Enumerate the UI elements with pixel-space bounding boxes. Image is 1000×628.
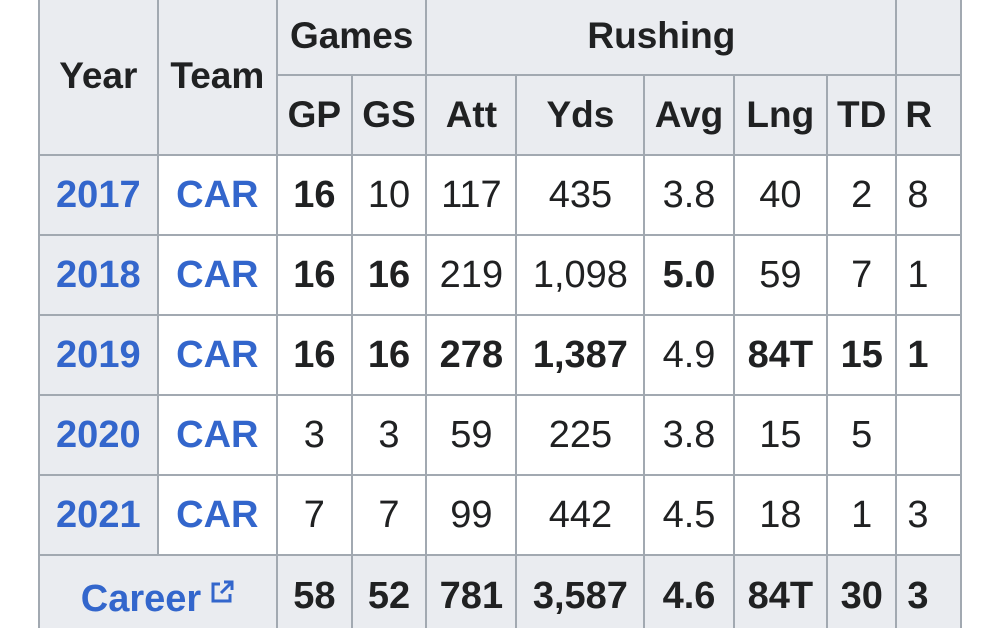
- cell-gp: 3: [276, 394, 353, 476]
- team-link[interactable]: CAR: [176, 253, 259, 296]
- cell-td: 5: [825, 394, 898, 476]
- career-avg: 4.6: [643, 554, 735, 628]
- career-cell: Career: [37, 554, 279, 628]
- career-att: 781: [425, 554, 518, 628]
- group-header-partial: [895, 0, 962, 76]
- cell-avg: 5.0: [643, 234, 735, 316]
- table-row: 2021 CAR 7 7 99 442 4.5 18 1 3: [38, 474, 962, 556]
- career-lng: 84T: [732, 554, 829, 628]
- table-row: 2017 CAR 16 10 117 435 3.8 40 2 8: [38, 154, 962, 236]
- cell-avg: 4.9: [643, 314, 735, 396]
- cell-att: 99: [425, 474, 518, 556]
- career-gs: 52: [350, 554, 428, 628]
- col-header-avg: Avg: [643, 74, 735, 156]
- group-header-rushing: Rushing: [425, 0, 898, 76]
- cell-att: 278: [425, 314, 518, 396]
- cell-gs: 16: [350, 234, 428, 316]
- cell-lng: 18: [732, 474, 829, 556]
- table-row: 2020 CAR 3 3 59 225 3.8 15 5: [38, 394, 962, 476]
- career-partial: 3: [895, 554, 962, 628]
- col-header-td: TD: [825, 74, 898, 156]
- cell-yds: 442: [515, 474, 646, 556]
- team-link[interactable]: CAR: [176, 173, 259, 216]
- col-header-gs: GS: [350, 74, 428, 156]
- team-link[interactable]: CAR: [176, 413, 259, 456]
- cell-gs: 7: [350, 474, 428, 556]
- cell-att: 219: [425, 234, 518, 316]
- cell-lng: 40: [732, 154, 829, 236]
- year-link-2021[interactable]: 2021: [56, 493, 141, 536]
- cell-yds: 1,387: [515, 314, 646, 396]
- cell-gp: 16: [276, 314, 353, 396]
- cell-partial: 1: [895, 234, 962, 316]
- cell-yds: 435: [515, 154, 646, 236]
- cell-att: 59: [425, 394, 518, 476]
- rushing-stats-table: Year Team Games Rushing GP GS Att Yds Av…: [37, 0, 962, 628]
- group-header-games: Games: [276, 0, 428, 76]
- cell-partial: 1: [895, 314, 962, 396]
- cell-gp: 7: [276, 474, 353, 556]
- cell-att: 117: [425, 154, 518, 236]
- col-header-gp: GP: [276, 74, 353, 156]
- col-header-partial: R: [895, 74, 962, 156]
- cell-gp: 16: [276, 154, 353, 236]
- team-link[interactable]: CAR: [176, 493, 259, 536]
- cell-td: 1: [825, 474, 898, 556]
- year-link-2017[interactable]: 2017: [56, 173, 141, 216]
- cell-avg: 4.5: [643, 474, 735, 556]
- cell-gs: 10: [350, 154, 428, 236]
- cell-avg: 3.8: [643, 394, 735, 476]
- cell-lng: 59: [732, 234, 829, 316]
- year-link-2020[interactable]: 2020: [56, 413, 141, 456]
- stats-table-viewport: Year Team Games Rushing GP GS Att Yds Av…: [37, 0, 962, 628]
- career-row: Career 58 52 781 3,587 4.6 84T 30 3: [37, 554, 962, 628]
- cell-gs: 3: [350, 394, 428, 476]
- year-link-2018[interactable]: 2018: [56, 253, 141, 296]
- cell-gp: 16: [276, 234, 353, 316]
- cell-lng: 15: [732, 394, 829, 476]
- career-link[interactable]: Career: [80, 577, 202, 620]
- cell-td: 15: [825, 314, 898, 396]
- cell-avg: 3.8: [643, 154, 735, 236]
- table-row: 2018 CAR 16 16 219 1,098 5.0 59 7 1: [38, 234, 962, 316]
- cell-partial: 3: [895, 474, 962, 556]
- col-header-year: Year: [38, 0, 159, 156]
- cell-td: 2: [825, 154, 898, 236]
- cell-partial: [895, 394, 962, 476]
- cell-gs: 16: [350, 314, 428, 396]
- cell-yds: 225: [515, 394, 646, 476]
- career-gp: 58: [276, 554, 353, 628]
- col-header-team: Team: [156, 0, 279, 156]
- year-link-2019[interactable]: 2019: [56, 333, 141, 376]
- col-header-att: Att: [425, 74, 518, 156]
- cell-lng: 84T: [732, 314, 829, 396]
- col-header-yds: Yds: [515, 74, 646, 156]
- external-link-icon[interactable]: [209, 572, 235, 602]
- cell-yds: 1,098: [515, 234, 646, 316]
- cell-partial: 8: [895, 154, 962, 236]
- table-row: 2019 CAR 16 16 278 1,387 4.9 84T 15 1: [38, 314, 962, 396]
- career-td: 30: [825, 554, 898, 628]
- career-yds: 3,587: [515, 554, 646, 628]
- right-margin: [962, 0, 1000, 628]
- team-link[interactable]: CAR: [176, 333, 259, 376]
- cell-td: 7: [825, 234, 898, 316]
- col-header-lng: Lng: [732, 74, 829, 156]
